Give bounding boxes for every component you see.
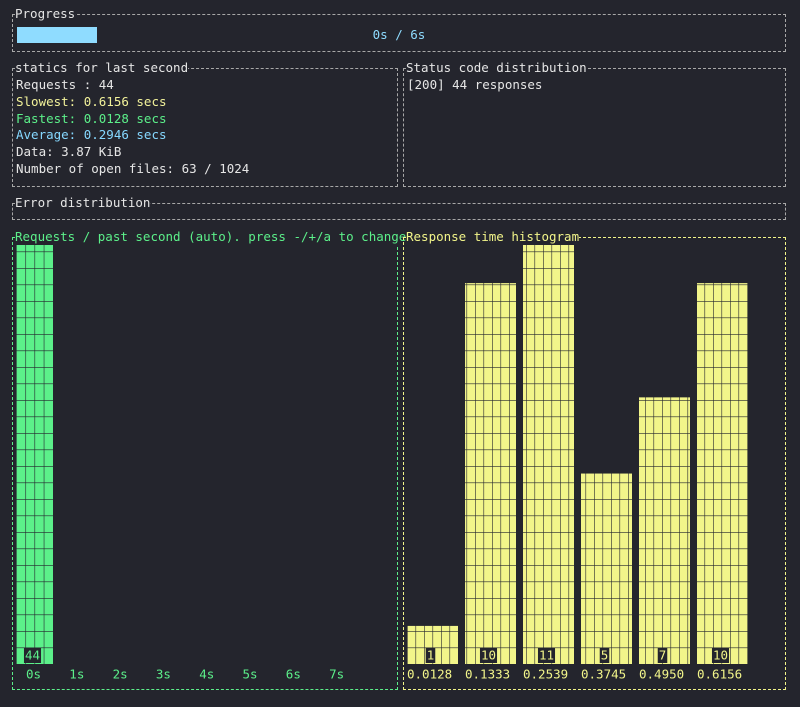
x-tick-label: 0.3745 [581, 667, 626, 682]
bar [581, 473, 632, 664]
stat-line: Average: 0.2946 secs [16, 127, 167, 143]
bar [523, 245, 574, 664]
status-panel: Status code distribution [200] 44 respon… [403, 60, 786, 187]
progress-panel: Progress 0s / 6s [12, 6, 786, 52]
bar-label-bg [599, 648, 610, 663]
x-tick-label: 4s [199, 667, 214, 682]
bar-label-bg [425, 648, 436, 663]
x-tick-label: 7s [329, 667, 344, 682]
requests-panel: Requests / past second (auto). press -/+… [12, 229, 407, 690]
x-tick-label: 0.4950 [639, 667, 684, 682]
stat-line: Number of open files: 63 / 1024 [16, 161, 250, 176]
panel-title: Progress [15, 6, 76, 22]
progress-bar [17, 27, 98, 43]
bar [16, 245, 53, 664]
stat-line: Fastest: 0.0128 secs [16, 110, 167, 126]
bar [697, 283, 748, 664]
x-tick-label: 0.6156 [697, 667, 742, 682]
stats-panel: statics for last second Requests : 44 Slo… [12, 60, 398, 187]
panel-title: Requests / past second (auto). press -/+… [15, 229, 407, 245]
bar-label-bg [479, 648, 498, 663]
stat-line: Requests : 44 [16, 77, 114, 92]
bar-value-label: 7 [659, 648, 667, 663]
panel-title: statics for last second [15, 60, 189, 76]
x-tick-label: 0.0128 [407, 667, 452, 682]
panel-title: Status code distribution [406, 60, 587, 76]
bar-label-bg [711, 648, 730, 663]
x-tick-label: 5s [243, 667, 258, 682]
x-tick-label: 3s [156, 667, 171, 682]
x-tick-label: 0s [26, 667, 41, 682]
status-line: [200] 44 responses [407, 77, 543, 92]
progress-label: 0s / 6s [372, 27, 426, 42]
bar-value-label: 10 [713, 648, 728, 663]
histogram-panel: Response time histogram [403, 229, 786, 690]
bar-value-label: 11 [539, 648, 554, 663]
bar-value-label: 10 [481, 648, 496, 663]
stat-line: Data: 3.87 KiB [16, 144, 122, 160]
panel-title: Error distribution [15, 195, 151, 211]
panel-title: Response time histogram [406, 229, 580, 245]
x-tick-label: 2s [113, 667, 128, 682]
error-panel: Error distribution [12, 195, 786, 220]
x-tick-label: 0.1333 [465, 667, 510, 682]
x-tick-label: 1s [69, 667, 84, 682]
bar-label-bg [657, 648, 668, 663]
bar-value-label: 44 [25, 648, 40, 663]
bar [639, 397, 690, 664]
bar-label-bg [23, 648, 42, 663]
stat-line: Slowest: 0.6156 secs [16, 93, 167, 109]
bar-value-label: 5 [601, 648, 609, 663]
x-tick-label: 6s [286, 667, 301, 682]
x-tick-label: 0.2539 [523, 667, 568, 682]
bar [465, 283, 516, 664]
bar-label-bg [537, 648, 556, 663]
bar-value-label: 1 [427, 648, 435, 663]
